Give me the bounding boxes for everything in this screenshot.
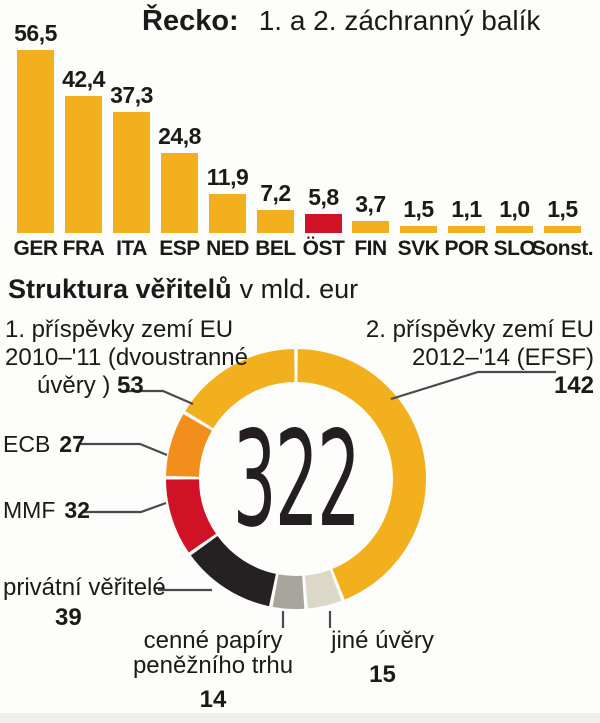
bar-value: 7,2 — [260, 180, 291, 206]
label-value: 53 — [117, 372, 144, 399]
bar-FIN — [352, 221, 389, 233]
donut-total: 322 — [232, 403, 361, 557]
label-value: 14 — [199, 686, 227, 713]
bar-FRA — [65, 96, 102, 233]
label-value: 39 — [55, 604, 82, 631]
bar-category-label: BEL — [255, 237, 296, 260]
bar-value: 1,5 — [547, 196, 578, 222]
callout-ecb — [80, 442, 168, 457]
label-text: MMF — [3, 497, 56, 523]
bar-ESP — [161, 153, 198, 233]
label-value: 32 — [64, 497, 90, 523]
label-line: 2. příspěvky zemí EU — [365, 316, 594, 343]
label-line: peněžního trhu — [132, 652, 294, 679]
bar-category-label: GER — [13, 237, 58, 260]
donut-segment-bilateral — [185, 349, 295, 429]
label-text: privátní věřitelé — [3, 574, 166, 601]
donut-segment-efsf — [297, 349, 427, 600]
label-line: cenné papíry — [143, 627, 283, 654]
bar-value: 11,9 — [206, 164, 249, 190]
bar-SLO — [496, 226, 533, 233]
bar-chart: 56,5 GER 42,4 FRA 37,3 ITA 24,8 ESP 11,9 NED 7,2 BE… — [0, 0, 600, 265]
title-rest: 1. a 2. záchranný balík — [258, 5, 541, 36]
donut-segment-ecb — [166, 414, 212, 477]
bar-value: 1,1 — [451, 196, 482, 222]
bar-value: 1,0 — [499, 196, 530, 222]
label-private-creditors: privátní věřitelé 39 — [3, 574, 166, 632]
callout-efsf — [390, 370, 556, 401]
section-heading-rest: v mld. eur — [239, 274, 359, 304]
bottom-strip — [0, 713, 600, 723]
section-heading-bold: Struktura věřitelů — [8, 274, 232, 304]
label-other-loans: jiné úvěry 15 — [300, 628, 465, 687]
bar-value: 24,8 — [158, 123, 201, 149]
label-line: 2012–'14 (EFSF) — [411, 344, 594, 371]
donut-segment-cenne-papiry — [272, 574, 305, 609]
label-line: jiné úvěry — [331, 627, 434, 654]
bar-BEL — [257, 210, 294, 233]
bar-value: 37,3 — [110, 82, 153, 108]
label-line: 2010–'11 (dvoustranné — [5, 344, 248, 371]
label-money-market-papers: cenné papíry peněžního trhu 14 — [123, 628, 303, 712]
donut-segment-mmf — [166, 479, 216, 553]
bar-SVK — [400, 226, 437, 233]
bar-category-label: FRA — [62, 237, 105, 260]
section-heading: Struktura věřitelů v mld. eur — [8, 274, 358, 305]
bar-category-label: SLO — [493, 237, 536, 260]
bar-category-label: ITA — [116, 237, 147, 260]
label-value: 27 — [59, 431, 85, 457]
callout-bilateral — [120, 389, 194, 406]
label-eu-contributions-1: 1. příspěvky zemí EU 2010–'11 (dvoustran… — [5, 316, 290, 400]
page-title: Řecko: 1. a 2. záchranný balík — [142, 5, 540, 38]
label-line: úvěry ) 53 — [37, 372, 290, 400]
bar-ITA — [113, 112, 150, 233]
label-eu-contributions-2: 2. příspěvky zemí EU 2012–'14 (EFSF) 142 — [294, 316, 594, 400]
label-text: úvěry ) — [37, 372, 111, 399]
bar-value: 5,8 — [308, 184, 339, 210]
bar-value: 3,7 — [355, 191, 386, 217]
label-mmf: MMF 32 — [3, 496, 90, 524]
bar-category-label: Sonst. — [531, 237, 594, 260]
label-value: 15 — [369, 661, 396, 688]
bar-ÖST — [305, 214, 342, 233]
label-line: 1. příspěvky zemí EU — [5, 316, 234, 343]
bar-category-label: SVK — [397, 237, 440, 260]
donut-segment-privatni-veritele — [190, 536, 276, 607]
label-ecb: ECB 27 — [3, 430, 85, 458]
bar-category-label: FIN — [354, 237, 387, 260]
bar-NED — [209, 194, 246, 233]
bar-value: 1,5 — [403, 196, 434, 222]
bar-Sonst. — [544, 226, 581, 233]
bar-category-label: ÖST — [302, 237, 345, 260]
bar-category-label: POR — [444, 237, 489, 260]
bar-GER — [17, 50, 54, 233]
label-value: 142 — [553, 372, 594, 399]
bar-value: 42,4 — [62, 66, 105, 92]
bar-category-label: NED — [206, 237, 249, 260]
callout-mmf — [82, 501, 167, 514]
bar-value: 56,5 — [14, 20, 57, 46]
bar-category-label: ESP — [159, 237, 200, 260]
title-bold: Řecko: — [142, 5, 239, 37]
label-text: ECB — [3, 431, 51, 457]
donut-segment-jine-uvery — [304, 569, 342, 609]
bar-POR — [448, 226, 485, 233]
